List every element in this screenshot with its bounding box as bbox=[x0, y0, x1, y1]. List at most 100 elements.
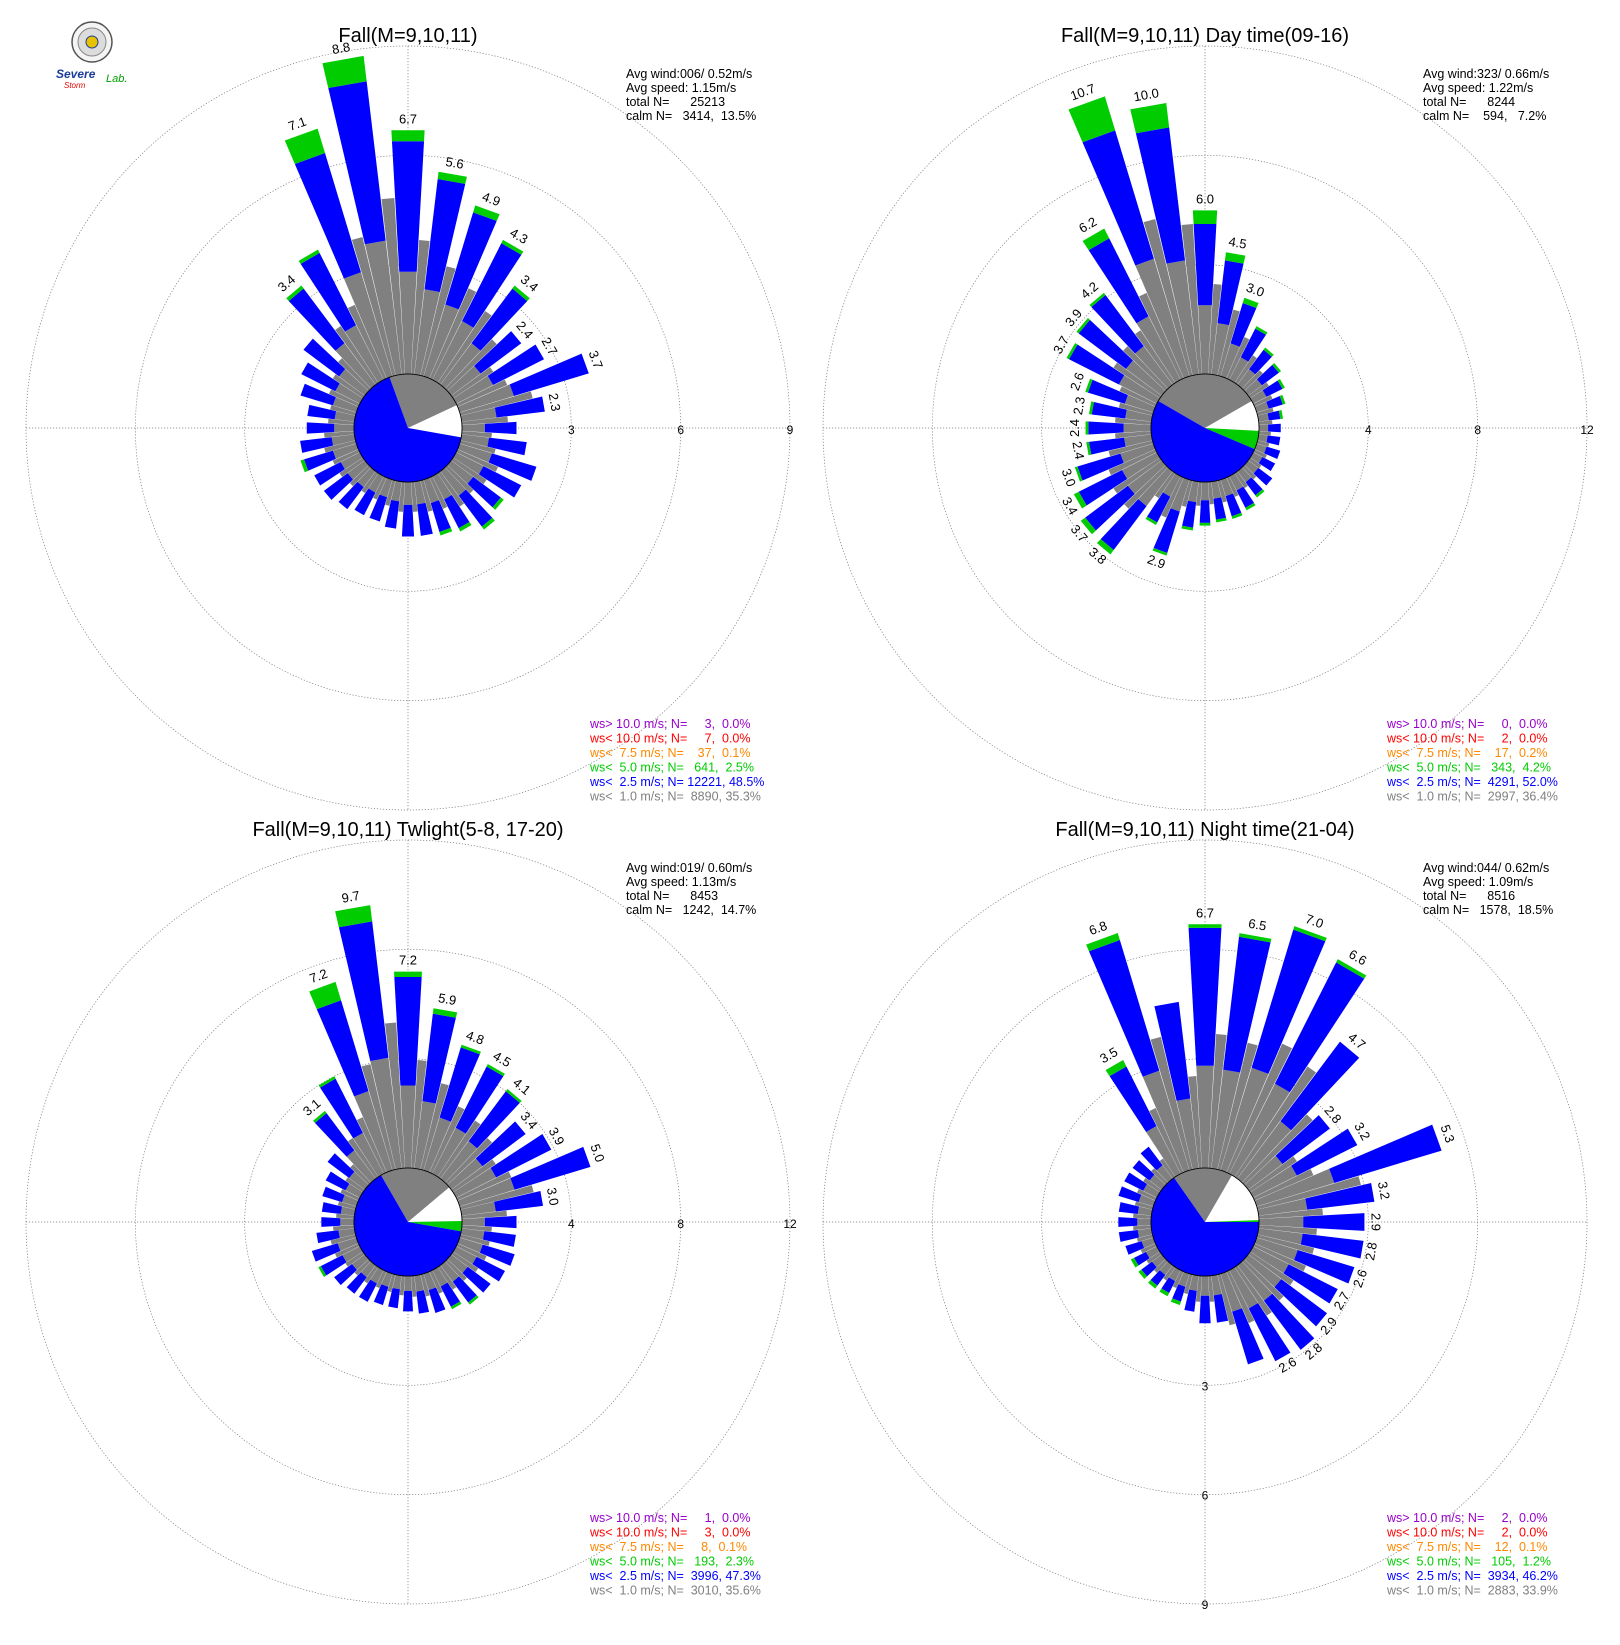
bar-total-label: 3.5 bbox=[1097, 1044, 1120, 1066]
bar-total-label: 2.6 bbox=[1350, 1267, 1370, 1289]
bar-blue-290 bbox=[300, 383, 336, 406]
legend-entry: ws< 1.0 m/s; N= 2883, 33.9% bbox=[1386, 1584, 1558, 1598]
bar-gray-20 bbox=[1220, 343, 1240, 379]
bar-total-label: 2.4 bbox=[1067, 419, 1082, 437]
legend-entry: ws< 2.5 m/s; N= 4291, 52.0% bbox=[1386, 775, 1558, 789]
logo-seal-center bbox=[85, 35, 99, 49]
spoke-gray-325 bbox=[335, 326, 379, 385]
bar-gray-180 bbox=[403, 481, 413, 505]
spoke-gray-305 bbox=[1143, 1177, 1162, 1193]
bar-gray-320 bbox=[335, 343, 376, 389]
bar-gray-120 bbox=[1250, 452, 1263, 464]
bar-gray-0 bbox=[1196, 1065, 1214, 1169]
bar-green-10 bbox=[437, 171, 467, 184]
bar-blue-170 bbox=[1213, 497, 1227, 520]
bar-blue-160 bbox=[1225, 493, 1242, 517]
severe-storm-lab-logo: Severe Storm Lab. bbox=[50, 20, 150, 90]
spoke-gray-125 bbox=[1248, 457, 1262, 469]
bar-blue-340 bbox=[1088, 940, 1160, 1077]
spoke-gray-205 bbox=[1161, 476, 1184, 518]
bar-blue-210 bbox=[354, 488, 376, 516]
spoke-gray-85 bbox=[461, 1210, 507, 1219]
spoke-gray-235 bbox=[1146, 1251, 1162, 1264]
chart-title: Fall(M=9,10,11) Day time(09-16) bbox=[1061, 25, 1349, 47]
spoke-gray-225 bbox=[1124, 465, 1168, 509]
spoke-gray-95 bbox=[461, 1225, 492, 1232]
bar-total-label: 3.2 bbox=[1375, 1180, 1393, 1200]
bar-gray-140 bbox=[440, 467, 466, 496]
bar-gray-270 bbox=[340, 1218, 355, 1226]
calm-pie-slice-green bbox=[1205, 1220, 1259, 1222]
bar-blue-320 bbox=[288, 288, 345, 351]
bar-green-50 bbox=[1272, 362, 1282, 373]
bar-blue-200 bbox=[369, 494, 388, 522]
bar-blue-170 bbox=[417, 502, 433, 536]
bar-blue-20 bbox=[439, 1047, 480, 1122]
bar-blue-280 bbox=[1091, 401, 1127, 419]
bar-gray-280 bbox=[1125, 409, 1153, 422]
bar-green-240 bbox=[1073, 491, 1087, 509]
ring-3 bbox=[244, 264, 572, 592]
bar-blue-300 bbox=[301, 362, 340, 392]
bar-green-340 bbox=[1068, 96, 1116, 143]
bar-green-30 bbox=[1255, 326, 1268, 335]
legend-entry: ws< 1.0 m/s; N= 2997, 36.4% bbox=[1386, 790, 1558, 804]
bar-gray-340 bbox=[343, 272, 393, 379]
spoke-gray-225 bbox=[354, 1259, 371, 1276]
spoke-gray-25 bbox=[1226, 1043, 1293, 1174]
bar-gray-140 bbox=[1237, 467, 1252, 483]
spoke-gray-165 bbox=[1217, 479, 1227, 503]
bar-blue-320 bbox=[314, 1113, 355, 1157]
spoke-gray-35 bbox=[1234, 355, 1257, 385]
calm-pie-slice-green bbox=[408, 1221, 462, 1232]
bar-blue-180 bbox=[403, 1290, 413, 1312]
stats-line: Avg speed: 1.13m/s bbox=[626, 875, 736, 889]
bar-blue-30 bbox=[462, 243, 522, 328]
bar-blue-310 bbox=[1132, 1160, 1155, 1181]
bar-gray-110 bbox=[457, 1237, 483, 1253]
bar-gray-310 bbox=[339, 369, 369, 396]
bar-total-label: 2.4 bbox=[1069, 440, 1087, 460]
bar-blue-80 bbox=[1305, 1183, 1375, 1210]
bar-gray-20 bbox=[1220, 1067, 1269, 1173]
spoke-gray-285 bbox=[1134, 1201, 1154, 1210]
bar-blue-190 bbox=[388, 1287, 400, 1309]
bar-total-label: 3.0 bbox=[1244, 280, 1266, 300]
ring-label: 4 bbox=[1365, 423, 1372, 437]
spoke-gray-145 bbox=[437, 1265, 457, 1290]
stats-line: total N= 8244 bbox=[1423, 95, 1515, 109]
bar-green-210 bbox=[1145, 516, 1158, 525]
bar-total-label: 10.7 bbox=[1068, 81, 1097, 104]
bar-blue-240 bbox=[320, 1255, 347, 1276]
bar-gray-100 bbox=[1257, 434, 1268, 443]
bar-green-230 bbox=[1080, 517, 1096, 535]
bar-gray-330 bbox=[1136, 316, 1181, 383]
bar-gray-350 bbox=[1176, 1098, 1199, 1170]
spoke-gray-135 bbox=[445, 1259, 467, 1281]
spoke-gray-335 bbox=[347, 304, 387, 380]
stats-line: total N= 25213 bbox=[626, 95, 725, 109]
bar-blue-110 bbox=[1264, 446, 1281, 459]
bar-blue-260 bbox=[300, 437, 334, 453]
bar-blue-150 bbox=[1236, 486, 1255, 508]
bar-blue-140 bbox=[1245, 477, 1263, 496]
spoke-gray-345 bbox=[1143, 218, 1193, 377]
wind-rose-panel-2: Fall(M=9,10,11) Day time(09-16) 4 8 12 6.0 4.… bbox=[822, 25, 1594, 811]
bar-gray-300 bbox=[345, 1183, 363, 1198]
bar-green-330 bbox=[318, 1076, 336, 1088]
bar-blue-90 bbox=[1303, 1213, 1365, 1231]
spoke-gray-145 bbox=[1234, 471, 1248, 489]
bar-green-220 bbox=[1096, 539, 1114, 555]
bar-gray-300 bbox=[1118, 375, 1160, 404]
bar-gray-260 bbox=[338, 1228, 356, 1239]
legend-entry: ws< 10.0 m/s; N= 2, 0.0% bbox=[1386, 732, 1548, 746]
spoke-gray-195 bbox=[387, 1273, 396, 1293]
bar-gray-130 bbox=[1244, 460, 1259, 474]
spoke-gray-115 bbox=[1253, 1243, 1307, 1272]
bar-blue-230 bbox=[1141, 1261, 1157, 1277]
bar-gray-40 bbox=[1237, 369, 1256, 389]
spoke-gray-45 bbox=[1242, 370, 1263, 391]
bar-gray-20 bbox=[423, 304, 459, 379]
bar-blue-270 bbox=[1088, 421, 1124, 435]
bar-blue-90 bbox=[484, 421, 517, 435]
